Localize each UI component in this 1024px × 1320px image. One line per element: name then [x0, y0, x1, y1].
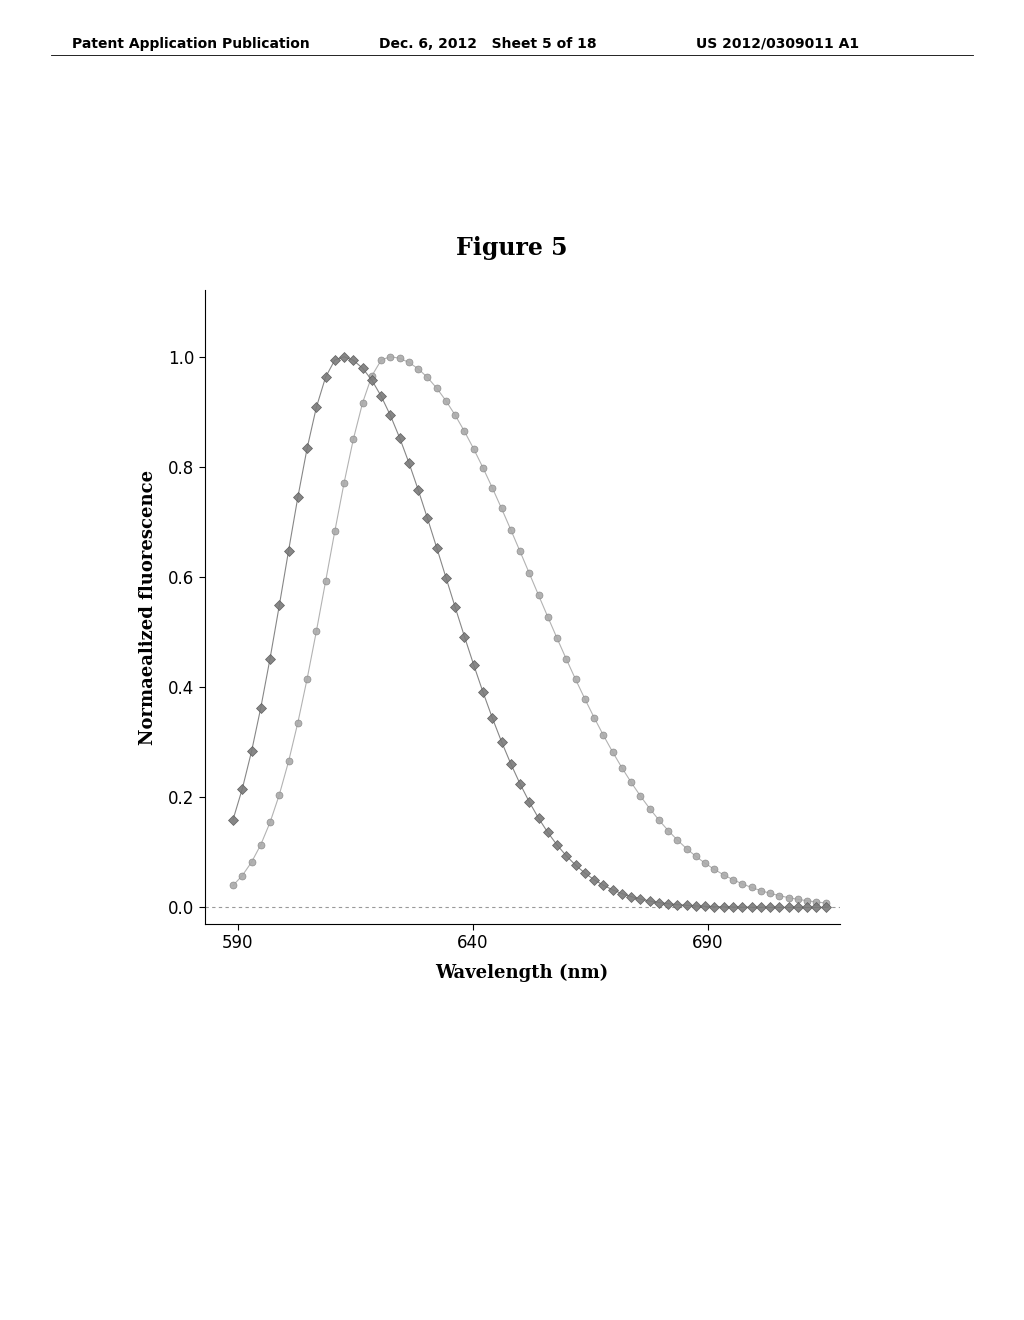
Text: Dec. 6, 2012   Sheet 5 of 18: Dec. 6, 2012 Sheet 5 of 18: [379, 37, 597, 51]
Text: Patent Application Publication: Patent Application Publication: [72, 37, 309, 51]
Text: Figure 5: Figure 5: [457, 236, 567, 260]
Y-axis label: Normaealized fluorescence: Normaealized fluorescence: [139, 470, 157, 744]
X-axis label: Wavelength (nm): Wavelength (nm): [435, 964, 609, 982]
Text: US 2012/0309011 A1: US 2012/0309011 A1: [696, 37, 859, 51]
